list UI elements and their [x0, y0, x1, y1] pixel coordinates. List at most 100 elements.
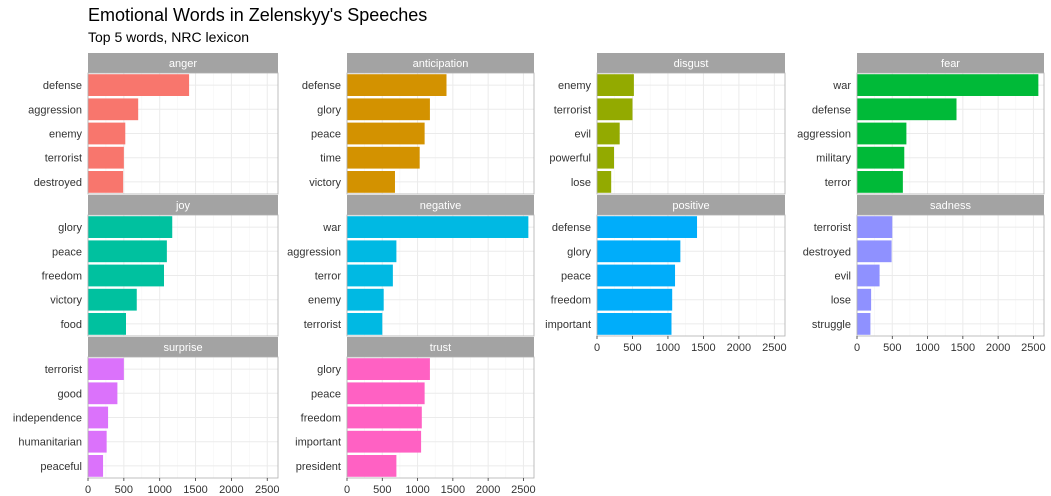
x-tick-label: 2500	[1021, 342, 1045, 354]
facet-strip	[88, 53, 278, 73]
category-label: victory	[309, 177, 341, 189]
bar	[857, 171, 903, 193]
bar	[857, 264, 880, 287]
x-tick-label: 1000	[656, 342, 680, 354]
category-label: evil	[574, 129, 591, 141]
category-label: independence	[13, 413, 82, 425]
bar	[88, 216, 173, 238]
bar	[347, 288, 384, 311]
category-label: evil	[834, 271, 851, 283]
bar	[347, 406, 422, 429]
bar	[347, 122, 425, 145]
category-label: victory	[50, 295, 82, 307]
category-label: terrorist	[45, 364, 82, 376]
category-label: food	[61, 319, 82, 331]
panel-border	[87, 356, 279, 479]
bar	[597, 288, 673, 311]
facet-strip	[88, 195, 278, 215]
bar	[857, 240, 892, 263]
facet-label: trust	[430, 342, 451, 354]
x-tick-label: 500	[373, 484, 391, 496]
facet-label: surprise	[163, 342, 202, 354]
bar	[857, 313, 871, 335]
panel-border	[87, 72, 279, 195]
category-label: destroyed	[34, 177, 82, 189]
bar	[88, 406, 109, 429]
bar	[88, 171, 124, 193]
x-tick-label: 2000	[476, 484, 500, 496]
bar	[597, 171, 612, 193]
category-label: terrorist	[304, 319, 341, 331]
category-label: important	[295, 437, 341, 449]
panel-border	[596, 214, 786, 337]
category-label: lose	[831, 295, 851, 307]
bar	[88, 146, 124, 169]
bar	[347, 430, 422, 453]
bar	[347, 313, 383, 335]
facet-positive: positive defense glory peace freedom importan…	[545, 195, 787, 354]
category-label: aggression	[28, 104, 82, 116]
category-label: terrorist	[554, 104, 591, 116]
x-tick-label: 1500	[691, 342, 715, 354]
facet-anger: anger defense aggression enemy terrorist dest…	[28, 53, 279, 195]
bar	[857, 288, 872, 311]
bar	[597, 146, 615, 169]
x-tick-label: 2000	[727, 342, 751, 354]
category-label: enemy	[558, 80, 592, 92]
facet-label: disgust	[674, 58, 709, 70]
bar	[597, 313, 672, 335]
facet-disgust: disgust enemy terrorist evil powerful lose	[549, 53, 786, 195]
bar	[347, 455, 397, 477]
category-label: humanitarian	[18, 437, 82, 449]
bar	[88, 382, 118, 405]
category-label: enemy	[308, 295, 342, 307]
x-tick-label: 2500	[511, 484, 535, 496]
bar	[88, 74, 190, 96]
category-label: glory	[317, 364, 341, 376]
bar	[857, 98, 957, 121]
category-label: war	[322, 222, 341, 234]
category-label: terror	[315, 271, 342, 283]
facet-strip	[347, 337, 534, 357]
bar	[88, 122, 126, 145]
facet-strip	[347, 195, 534, 215]
panel-border	[87, 214, 279, 337]
bar	[347, 171, 395, 193]
category-label: defense	[812, 104, 851, 116]
category-label: glory	[58, 222, 82, 234]
x-tick-label: 2000	[219, 484, 243, 496]
category-label: defense	[552, 222, 591, 234]
x-tick-label: 1500	[951, 342, 975, 354]
x-tick-label: 0	[854, 342, 860, 354]
category-label: defense	[302, 80, 341, 92]
facet-label: anger	[169, 58, 197, 70]
bar	[347, 74, 447, 96]
facet-strip	[857, 53, 1044, 73]
bar	[347, 146, 420, 169]
x-tick-label: 1000	[405, 484, 429, 496]
category-label: aggression	[797, 129, 851, 141]
x-tick-label: 500	[623, 342, 641, 354]
category-label: struggle	[812, 319, 851, 331]
facet-label: fear	[941, 58, 960, 70]
category-label: freedom	[42, 271, 82, 283]
category-label: good	[58, 388, 82, 400]
bar	[347, 358, 430, 380]
facet-strip	[347, 53, 534, 73]
category-label: time	[320, 153, 341, 165]
facet-sadness: sadness terrorist destroyed evil lose struggl…	[803, 195, 1046, 354]
bar	[857, 146, 905, 169]
bar	[597, 74, 634, 96]
facet-label: positive	[672, 200, 709, 212]
bar	[347, 240, 397, 263]
bar	[347, 264, 393, 287]
category-label: lose	[571, 177, 591, 189]
x-tick-label: 1000	[147, 484, 171, 496]
bar	[857, 74, 1039, 96]
category-label: peaceful	[40, 461, 82, 473]
category-label: president	[296, 461, 341, 473]
category-label: terrorist	[814, 222, 851, 234]
bar	[597, 122, 620, 145]
category-label: aggression	[287, 246, 341, 258]
bar	[88, 98, 139, 121]
